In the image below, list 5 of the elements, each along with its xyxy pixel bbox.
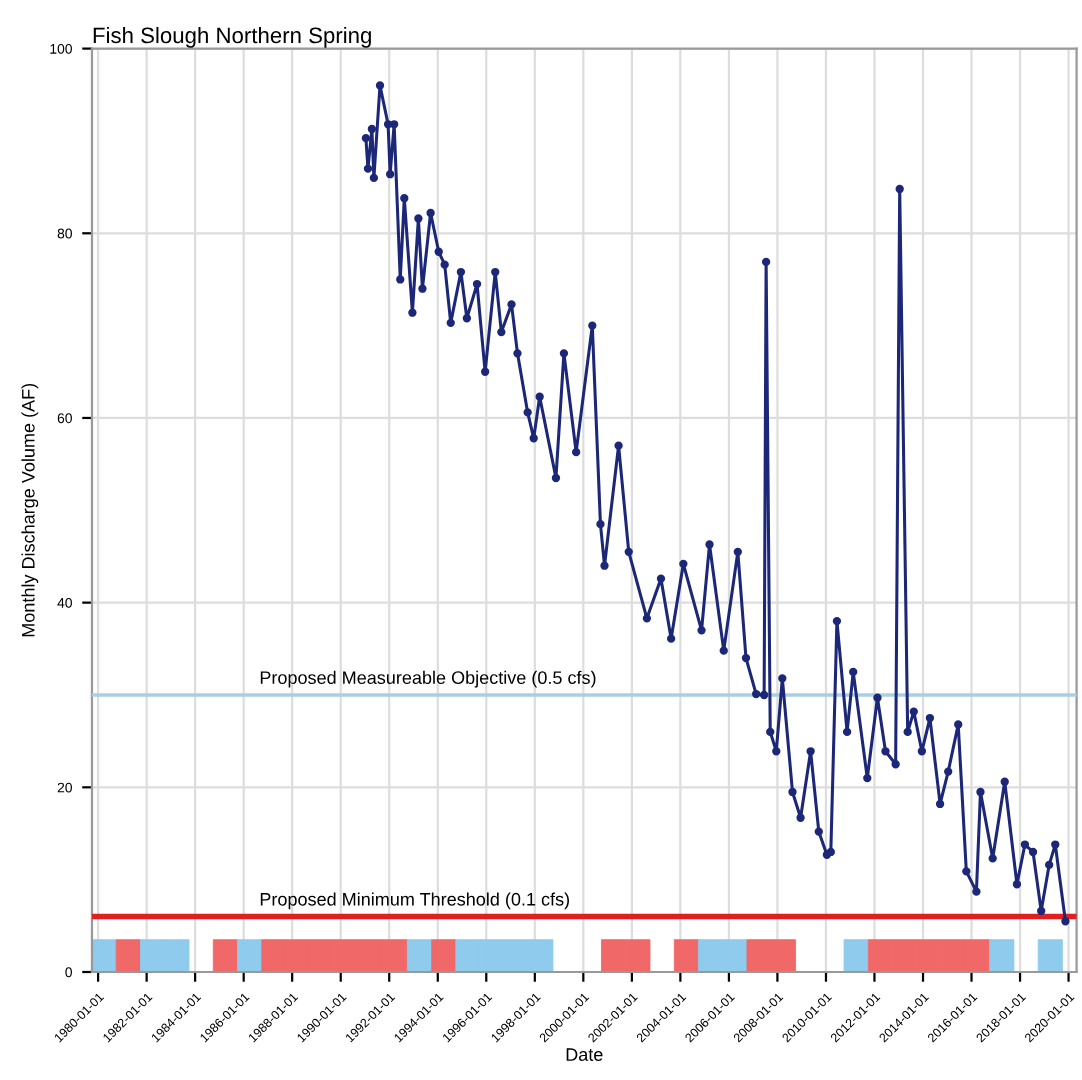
x-axis-title: Date (566, 1048, 603, 1061)
y-axis-title: Monthly Discharge Volume (AF) (21, 383, 39, 637)
ref-line-label: Proposed Minimum Threshold (0.1 cfs) (260, 892, 569, 910)
ref-line-label: Proposed Measureable Objective (0.5 cfs) (260, 670, 596, 688)
chart-title: Fish Slough Northern Spring (93, 26, 371, 48)
